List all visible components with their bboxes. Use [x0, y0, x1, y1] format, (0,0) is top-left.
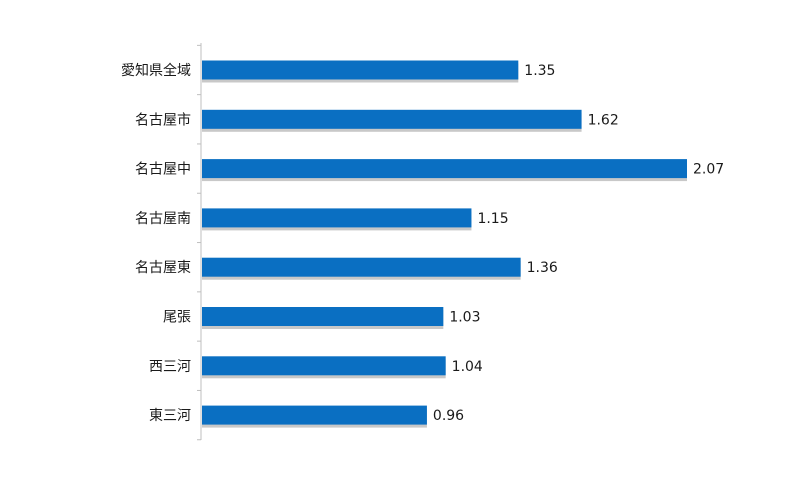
bar — [202, 356, 446, 376]
category-label: 名古屋市 — [135, 111, 191, 128]
value-label: 1.04 — [452, 359, 483, 375]
bar — [202, 208, 472, 228]
category-label: 名古屋中 — [135, 162, 191, 178]
bar — [202, 60, 519, 80]
bar — [202, 109, 582, 129]
bar — [202, 159, 687, 179]
value-label: 1.62 — [588, 112, 619, 128]
value-label: 2.07 — [693, 162, 724, 178]
value-label: 0.96 — [433, 408, 464, 424]
category-label: 名古屋東 — [135, 260, 191, 276]
value-label: 1.03 — [449, 310, 480, 326]
category-label: 東三河 — [149, 408, 191, 424]
bar — [202, 257, 521, 277]
category-label: 愛知県全域 — [121, 62, 191, 79]
category-label: 尾張 — [163, 310, 191, 326]
category-label: 西三河 — [149, 359, 191, 375]
value-label: 1.36 — [527, 260, 558, 276]
bar — [202, 405, 427, 425]
axis-layer — [197, 43, 202, 441]
category-label: 名古屋南 — [135, 211, 191, 227]
value-label: 1.35 — [524, 63, 555, 79]
value-label: 1.15 — [477, 211, 508, 227]
bar — [202, 307, 444, 326]
labels-layer: 愛知県全域 1.35 名古屋市 1.62 名古屋中 2.07 名古屋南 1.15 名古屋東 1.3… — [121, 62, 724, 424]
bars-layer — [202, 60, 687, 428]
